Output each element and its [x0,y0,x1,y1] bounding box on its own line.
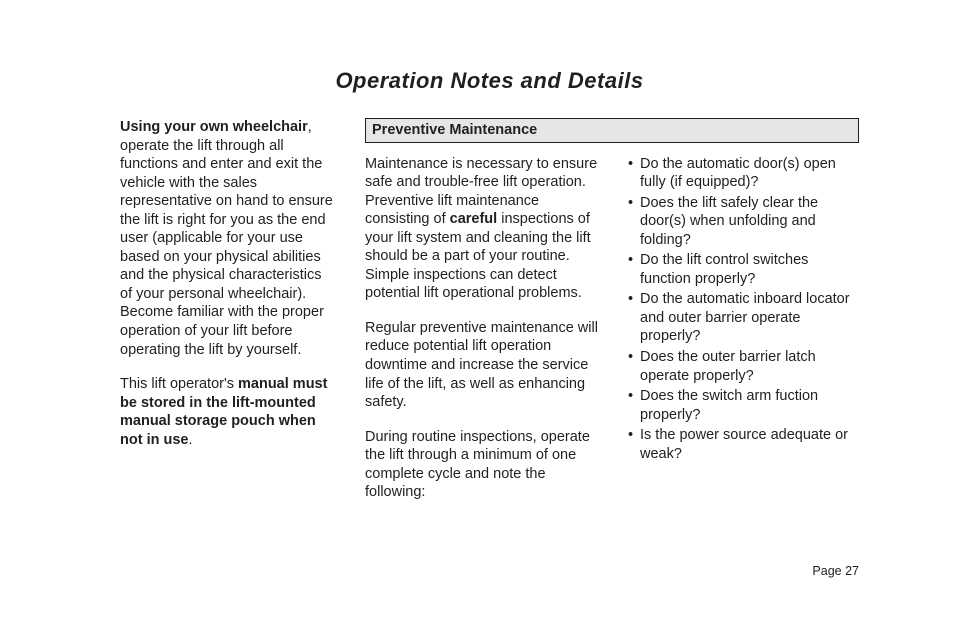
checklist-column: Do the automatic door(s) open fully (if … [626,155,859,518]
left-column: Using your own wheelchair, operate the l… [120,118,335,518]
checklist-item: Do the lift control switches function pr… [626,251,859,288]
checklist-item: Does the outer barrier latch operate pro… [626,348,859,385]
intro-lead-bold: Using your own wheelchair [120,119,308,135]
manual-page: Operation Notes and Details Using your o… [0,0,954,618]
inspection-checklist: Do the automatic door(s) open fully (if … [626,155,859,464]
checklist-item: Do the automatic inboard locator and out… [626,290,859,346]
intro-rest: , operate the lift through all functions… [120,119,333,358]
maint-paragraph-1: Maintenance is necessary to ensure safe … [365,155,600,303]
checklist-item: Do the automatic door(s) open fully (if … [626,155,859,192]
right-column: Preventive Maintenance Maintenance is ne… [365,118,859,518]
checklist-item: Does the lift safely clear the door(s) w… [626,194,859,250]
page-title: Operation Notes and Details [120,68,859,94]
section-header-preventive-maintenance: Preventive Maintenance [365,118,859,143]
maint-paragraph-3: During routine inspections, operate the … [365,428,600,502]
intro-paragraph-2: This lift operator's manual must be stor… [120,375,335,449]
maint-p1-bold: careful [450,211,498,227]
checklist-item: Is the power source adequate or weak? [626,426,859,463]
p2-post: . [188,432,192,448]
page-number: Page 27 [812,564,859,578]
content-columns: Using your own wheelchair, operate the l… [120,118,859,518]
p2-pre: This lift operator's [120,376,238,392]
checklist-item: Does the switch arm fuction properly? [626,387,859,424]
maintenance-text-column: Maintenance is necessary to ensure safe … [365,155,600,518]
right-subcolumns: Maintenance is necessary to ensure safe … [365,155,859,518]
intro-paragraph-1: Using your own wheelchair, operate the l… [120,118,335,359]
maint-paragraph-2: Regular preventive maintenance will redu… [365,319,600,412]
